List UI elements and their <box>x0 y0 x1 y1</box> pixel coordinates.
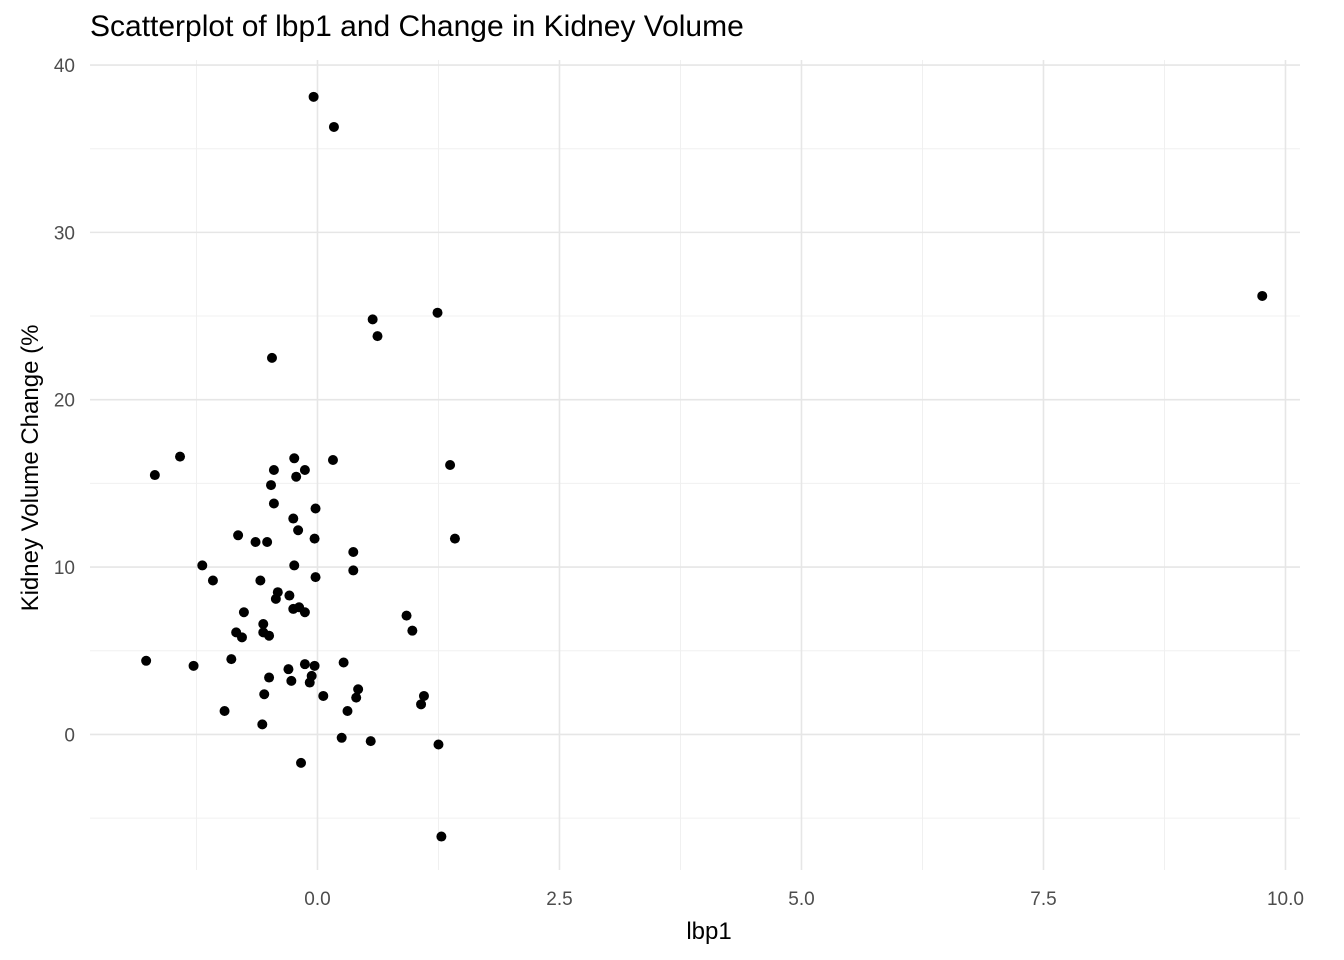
data-point <box>432 307 443 318</box>
y-axis-tick-labels: 0 10 20 30 40 <box>54 56 75 746</box>
data-point <box>310 572 321 583</box>
data-point <box>365 736 376 747</box>
data-point <box>288 513 299 524</box>
data-point <box>401 610 412 621</box>
x-tick-label: 2.5 <box>546 889 572 910</box>
data-point <box>291 471 302 482</box>
data-point <box>318 690 329 701</box>
data-point <box>433 739 444 750</box>
data-point <box>233 530 244 541</box>
data-point <box>348 565 359 576</box>
y-axis-title: Kidney Volume Change (% <box>17 325 44 612</box>
data-point <box>283 664 294 675</box>
data-point <box>353 684 364 695</box>
y-tick-label: 10 <box>54 558 75 579</box>
data-point <box>299 465 310 476</box>
data-point <box>309 660 320 671</box>
data-point <box>445 460 456 470</box>
data-point <box>197 560 208 571</box>
x-tick-label: 0.0 <box>304 889 330 910</box>
data-point <box>342 706 353 717</box>
data-point <box>289 453 300 464</box>
data-point <box>1257 290 1268 301</box>
data-point <box>293 525 304 536</box>
y-tick-label: 30 <box>54 223 75 244</box>
x-tick-label: 5.0 <box>788 889 814 910</box>
data-point <box>264 630 275 641</box>
data-point <box>304 677 315 688</box>
data-point <box>416 699 427 710</box>
data-point <box>296 757 307 768</box>
data-point <box>262 536 273 547</box>
data-point <box>367 314 378 325</box>
x-tick-label: 10.0 <box>1267 889 1304 910</box>
data-point <box>270 593 281 604</box>
data-point <box>328 121 339 132</box>
data-point <box>266 352 277 363</box>
data-point <box>266 480 277 491</box>
data-point <box>372 331 383 342</box>
data-point <box>310 503 321 514</box>
chart-title: Scatterplot of lbp1 and Change in Kidney… <box>90 10 744 43</box>
data-point <box>188 660 199 671</box>
data-point <box>286 675 297 686</box>
y-tick-label: 0 <box>64 725 75 746</box>
data-point <box>268 498 279 509</box>
data-point <box>207 575 218 586</box>
data-point <box>264 672 275 683</box>
data-point <box>149 470 160 481</box>
data-point <box>238 607 249 618</box>
data-point <box>351 692 362 703</box>
y-tick-label: 40 <box>54 56 75 77</box>
data-point <box>327 454 338 465</box>
data-point <box>407 625 418 636</box>
data-point <box>299 659 310 670</box>
x-axis-tick-labels: 0.0 2.5 5.0 7.5 10.0 <box>304 889 1304 910</box>
minor-gridlines <box>90 60 1300 870</box>
data-point <box>141 655 152 666</box>
data-point <box>219 706 230 717</box>
data-point <box>308 91 319 102</box>
data-point <box>436 831 447 842</box>
data-point <box>257 719 268 730</box>
data-point <box>309 533 320 544</box>
data-point <box>259 689 270 700</box>
data-point <box>175 451 186 462</box>
data-point <box>226 654 237 665</box>
data-point <box>299 607 310 618</box>
data-point <box>236 632 247 643</box>
data-points <box>141 91 1268 842</box>
data-point <box>336 732 347 743</box>
x-tick-label: 7.5 <box>1030 889 1056 910</box>
data-point <box>250 536 261 547</box>
data-point <box>268 465 279 476</box>
data-point <box>418 690 429 701</box>
y-tick-label: 20 <box>54 391 75 412</box>
data-point <box>255 575 266 586</box>
x-axis-title: lbp1 <box>686 918 731 945</box>
data-point <box>348 547 359 558</box>
data-point <box>284 590 295 601</box>
data-point <box>258 618 269 629</box>
data-point <box>338 657 349 668</box>
data-point <box>449 533 460 544</box>
data-point <box>289 560 300 571</box>
major-gridlines <box>90 60 1300 870</box>
